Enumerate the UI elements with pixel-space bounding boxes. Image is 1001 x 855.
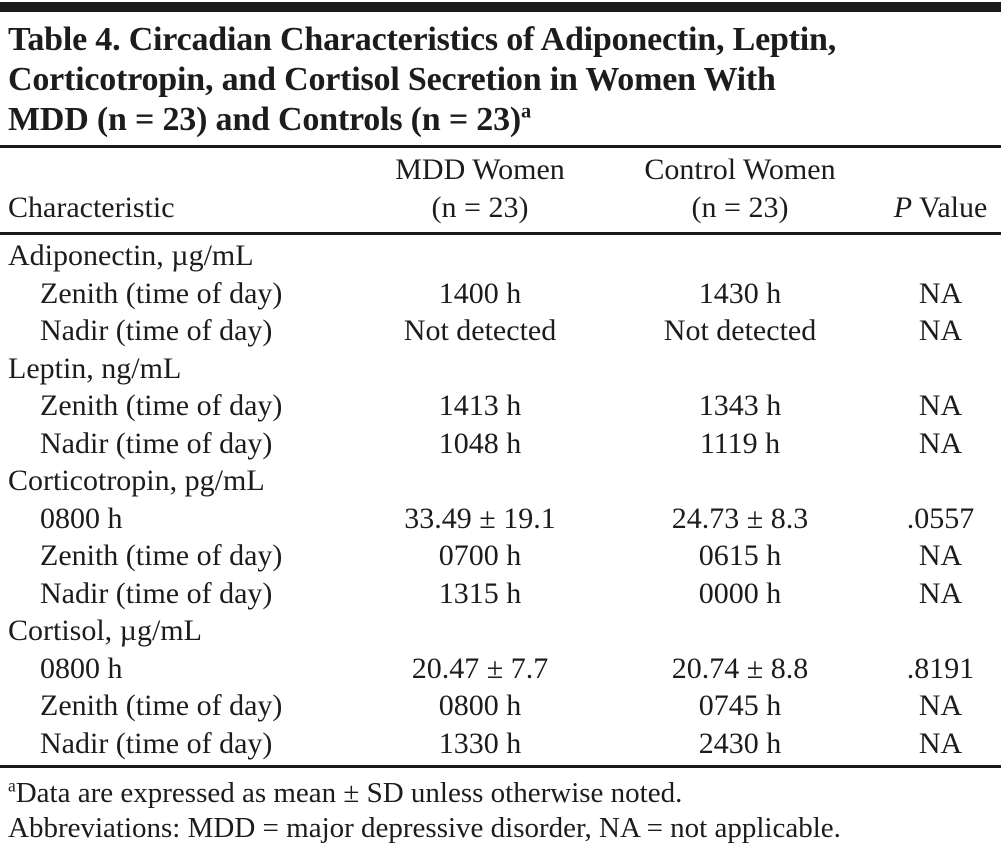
cell-mdd: 1315 h	[438, 576, 522, 610]
cell-mdd	[360, 612, 600, 650]
cell-mdd: 0800 h	[438, 689, 522, 722]
cell-mdd: 20.47 ± 7.7	[411, 651, 549, 685]
cell-control	[600, 237, 880, 275]
table-row: Nadir (time of day) 1330 h 2430 h NA	[0, 725, 1001, 763]
row-label: Nadir (time of day)	[40, 426, 273, 460]
cell-control: 0615 h	[698, 539, 782, 572]
table-row: Zenith (time of day) 0700 h 0615 h NA	[0, 537, 1001, 575]
table-row: 0800 h 33.49 ± 19.1 24.73 ± 8.3 .0557	[0, 500, 1001, 538]
cell-mdd: Not detected	[403, 314, 557, 347]
col-header-mdd-line1: MDD Women	[395, 153, 565, 186]
column-header-row: Characteristic MDD Women (n = 23) Contro…	[0, 148, 1001, 232]
rule-below-title	[0, 145, 1001, 148]
table-title: Table 4. Circadian Characteristics of Ad…	[0, 12, 1001, 145]
table-row: Zenith (time of day) 1413 h 1343 h NA	[0, 387, 1001, 425]
cell-mdd: 33.49 ± 19.1	[404, 501, 556, 535]
cell-p-value: NA	[918, 539, 963, 572]
table-row-section-adiponectin: Adiponectin, µg/mL	[0, 237, 1001, 275]
table-footnotes: aData are expressed as mean ± SD unless …	[0, 768, 1001, 855]
footnote-abbreviations: Abbreviations: MDD = major depressive di…	[8, 811, 841, 844]
row-label: Zenith (time of day)	[40, 689, 283, 722]
table-row: Zenith (time of day) 1400 h 1430 h NA	[0, 275, 1001, 313]
cell-p-value	[880, 612, 1001, 650]
cell-p-value	[880, 350, 1001, 388]
cell-p-value: NA	[918, 276, 963, 310]
table-title-footnote-marker: a	[521, 100, 532, 123]
cell-mdd: 0700 h	[438, 539, 522, 572]
cell-p-value: NA	[918, 314, 963, 347]
cell-p-value: NA	[918, 426, 963, 460]
footnote-text: Data are expressed as mean ± SD unless o…	[15, 777, 683, 809]
cell-p-value	[880, 237, 1001, 275]
cell-control: 1343 h	[698, 389, 782, 422]
cell-p-value: NA	[918, 389, 963, 422]
cell-p-value: NA	[918, 726, 963, 760]
row-label: Nadir (time of day)	[40, 726, 273, 760]
cell-p-value: NA	[918, 576, 963, 610]
rule-below-body	[0, 765, 1001, 768]
table-row: Nadir (time of day) 1315 h 0000 h NA	[0, 575, 1001, 613]
cell-control	[600, 612, 880, 650]
cell-p-value: .8191	[906, 651, 975, 685]
cell-mdd	[360, 237, 600, 275]
row-label: Corticotropin, pg/mL	[8, 464, 265, 497]
cell-mdd: 1400 h	[438, 276, 522, 310]
cell-control: 24.73 ± 8.3	[671, 501, 809, 535]
cell-control	[600, 462, 880, 500]
cell-control: 0000 h	[698, 576, 782, 610]
table-title-line2: Corticotropin, and Cortisol Secretion in…	[8, 61, 776, 98]
table-row-section-leptin: Leptin, ng/mL	[0, 350, 1001, 388]
row-label: Nadir (time of day)	[40, 314, 273, 347]
cell-mdd: 1330 h	[438, 726, 522, 760]
footnote-data-expressed: aData are expressed as mean ± SD unless …	[8, 776, 993, 811]
table-title-line3: MDD (n = 23) and Controls (n = 23)	[8, 101, 522, 138]
table-body: Adiponectin, µg/mL Zenith (time of day) …	[0, 235, 1001, 765]
cell-control	[600, 350, 880, 388]
cell-mdd: 1413 h	[438, 389, 522, 422]
cell-control: Not detected	[663, 314, 817, 347]
row-label: 0800 h	[40, 501, 123, 535]
p-value-italic-p: P	[893, 190, 913, 224]
table-title-line1: Table 4. Circadian Characteristics of Ad…	[8, 21, 837, 58]
row-label: Zenith (time of day)	[40, 539, 283, 572]
rule-below-header	[0, 232, 1001, 235]
cell-mdd	[360, 462, 600, 500]
col-header-characteristic: Characteristic	[8, 190, 175, 224]
col-header-mdd-women: MDD Women (n = 23)	[360, 151, 600, 226]
col-header-p-value: P Value	[880, 189, 1001, 227]
table-row: Nadir (time of day) Not detected Not det…	[0, 312, 1001, 350]
table-row: Nadir (time of day) 1048 h 1119 h NA	[0, 425, 1001, 463]
footnote-marker: a	[8, 775, 16, 796]
table-row: 0800 h 20.47 ± 7.7 20.74 ± 8.8 .8191	[0, 650, 1001, 688]
table-top-rule	[0, 2, 1001, 12]
row-label: Adiponectin, µg/mL	[8, 239, 254, 272]
cell-p-value: .0557	[906, 501, 975, 535]
table-row: Zenith (time of day) 0800 h 0745 h NA	[0, 687, 1001, 725]
cell-mdd: 1048 h	[438, 426, 522, 460]
cell-control: 1430 h	[698, 276, 782, 310]
row-label: Zenith (time of day)	[40, 276, 283, 310]
table-row-section-cortisol: Cortisol, µg/mL	[0, 612, 1001, 650]
cell-control: 20.74 ± 8.8	[671, 651, 809, 685]
cell-p-value: NA	[918, 689, 963, 722]
col-header-mdd-line2: (n = 23)	[431, 190, 529, 224]
col-header-control-line1: Control Women	[644, 153, 836, 186]
p-value-rest: Value	[912, 190, 988, 224]
col-header-control-line2: (n = 23)	[691, 190, 789, 224]
row-label: Nadir (time of day)	[40, 576, 273, 610]
cell-control: 2430 h	[698, 726, 782, 760]
cell-control: 1119 h	[699, 426, 781, 460]
cell-control: 0745 h	[698, 689, 782, 722]
row-label: Leptin, ng/mL	[8, 351, 182, 385]
row-label: Cortisol, µg/mL	[8, 614, 202, 647]
row-label: Zenith (time of day)	[40, 389, 283, 422]
table-row-section-corticotropin: Corticotropin, pg/mL	[0, 462, 1001, 500]
col-header-control-women: Control Women (n = 23)	[600, 151, 880, 226]
row-label: 0800 h	[40, 651, 123, 685]
cell-p-value	[880, 462, 1001, 500]
cell-mdd	[360, 350, 600, 388]
